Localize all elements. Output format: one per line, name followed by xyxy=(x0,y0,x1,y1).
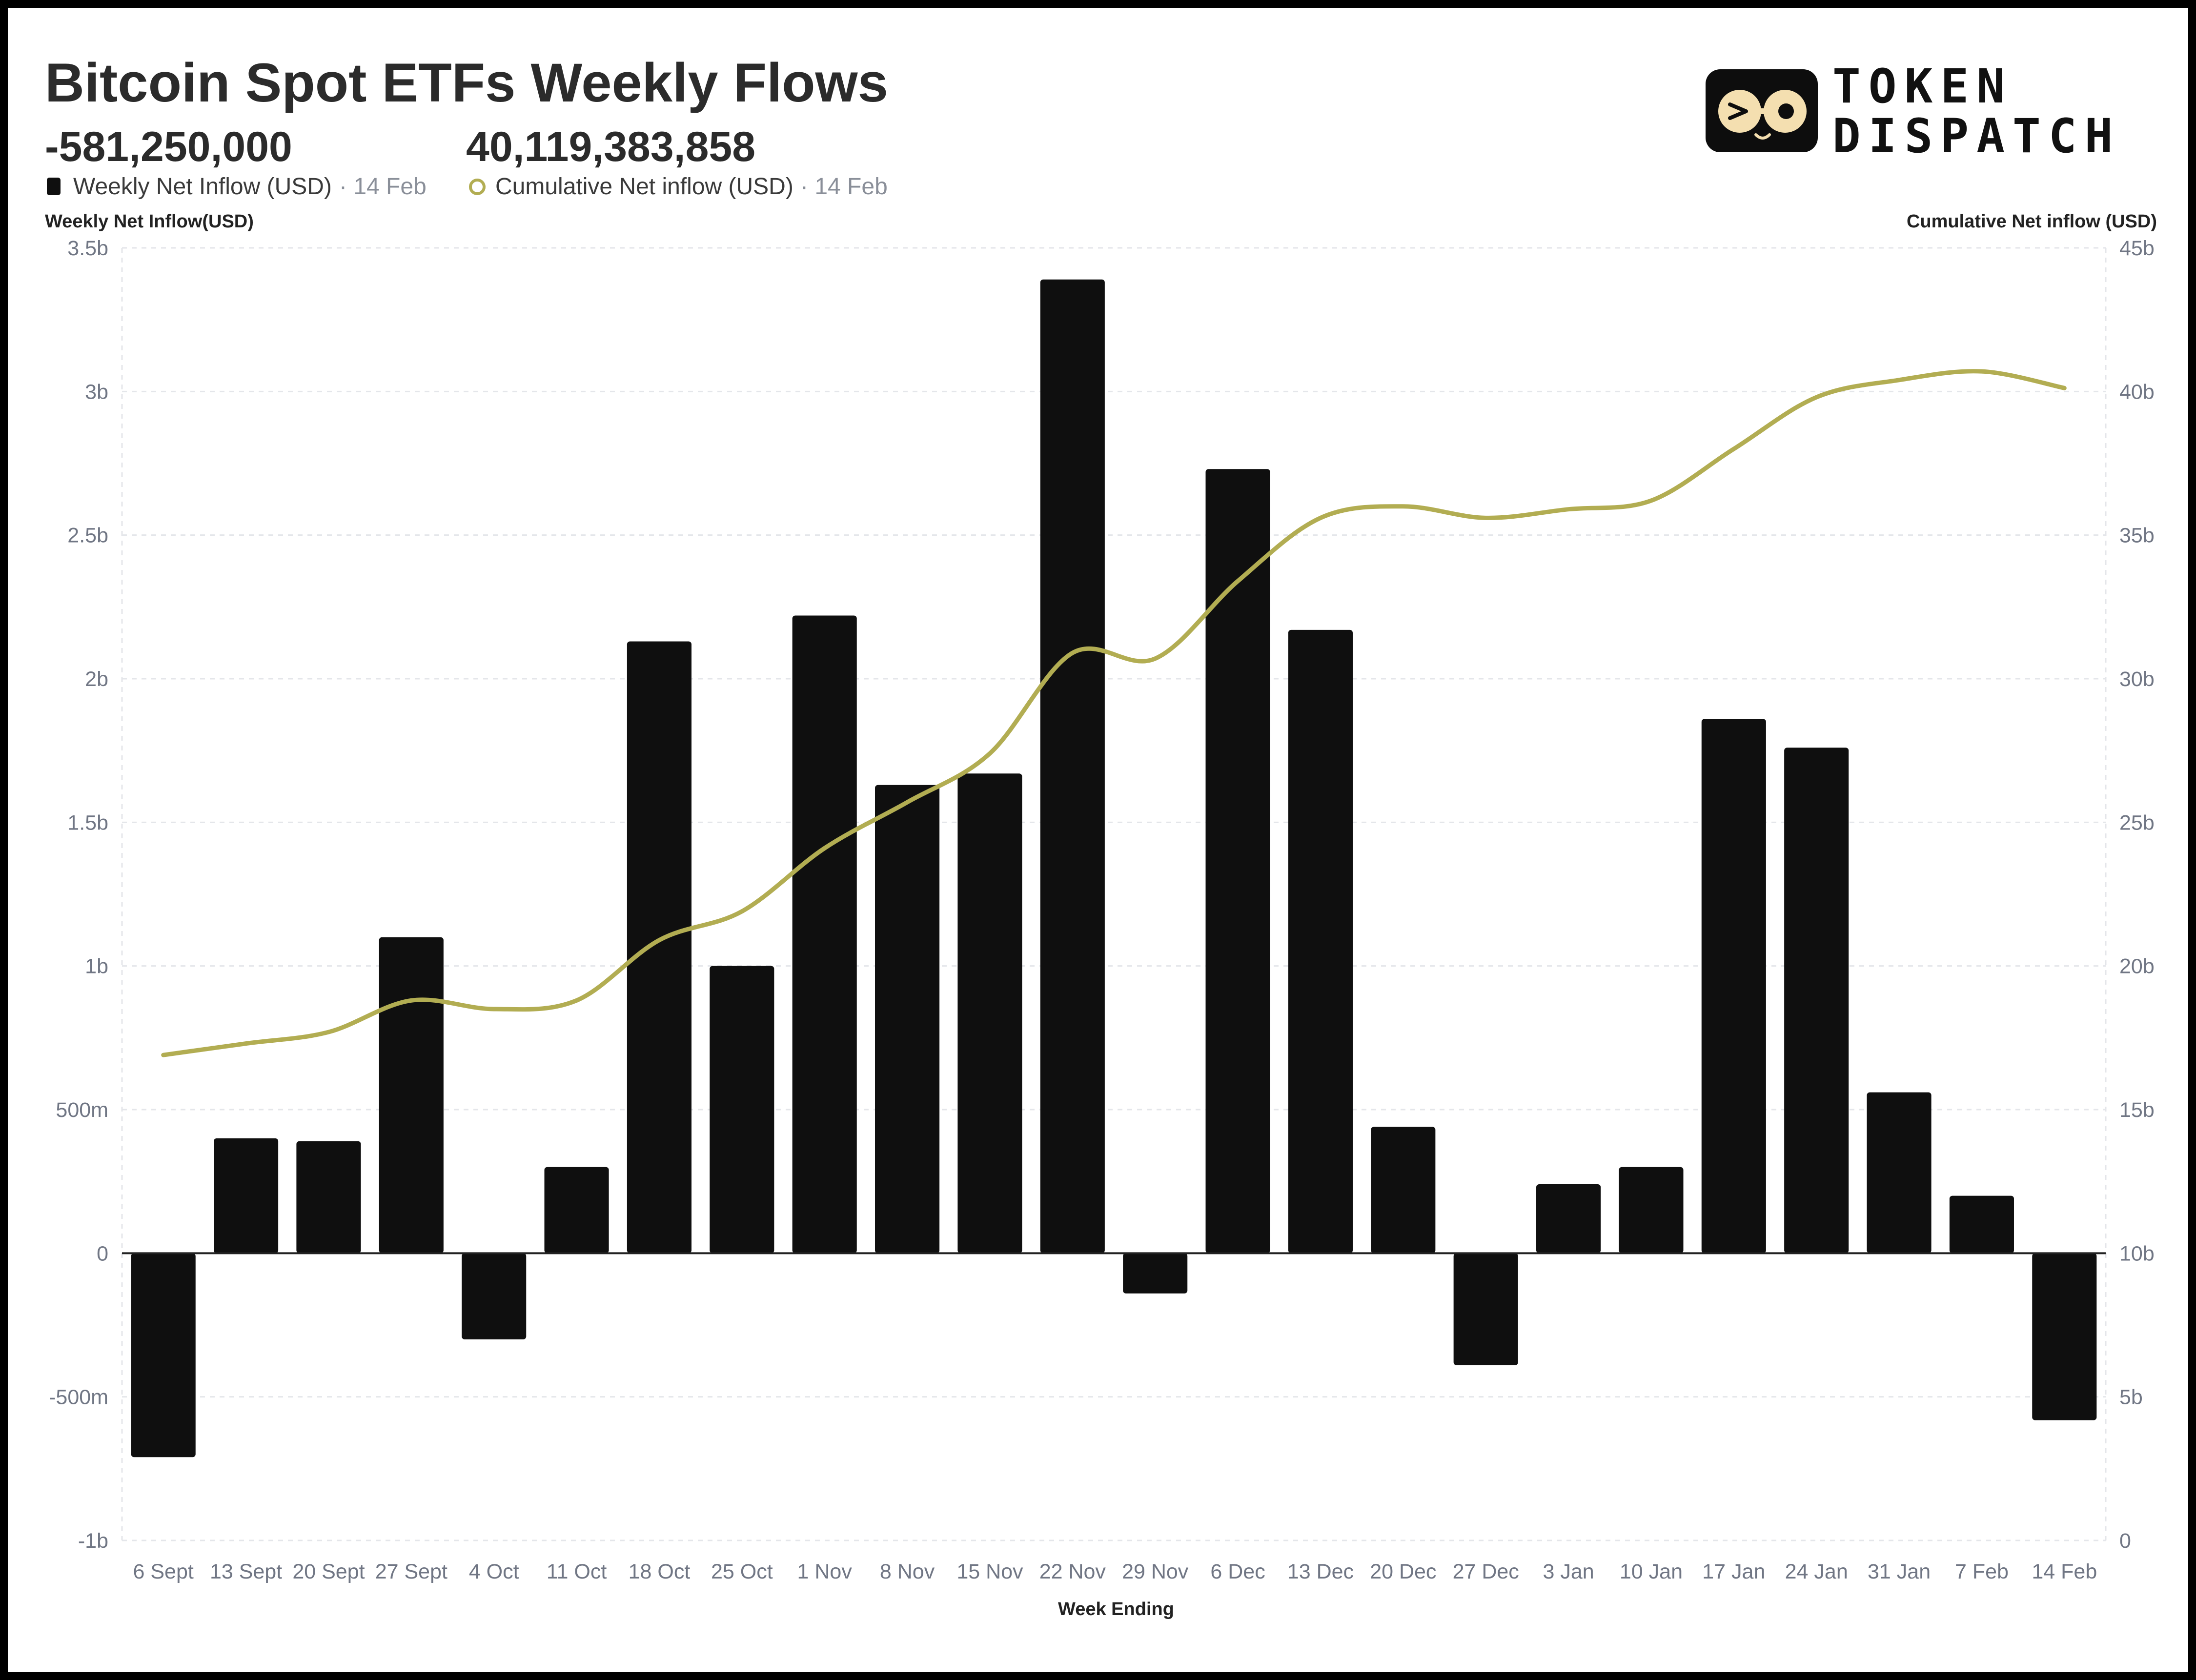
x-tick-label: 10 Jan xyxy=(1620,1560,1683,1583)
y-left-tick-label: 2b xyxy=(85,668,108,691)
y-left-tick-label: 1b xyxy=(85,955,108,978)
legend-cumulative-label: Cumulative Net inflow (USD) xyxy=(495,174,793,200)
x-tick-label: 20 Dec xyxy=(1370,1560,1436,1583)
bar-weekly xyxy=(1784,748,1849,1254)
bar-weekly xyxy=(1701,719,1766,1254)
bar-weekly xyxy=(1949,1195,2014,1254)
bars xyxy=(131,279,2097,1457)
legend-cumulative-swatch xyxy=(469,179,486,195)
bar-weekly xyxy=(627,641,691,1254)
weekly-latest-value: -581,250,000 xyxy=(45,123,292,170)
x-axis-title: Week Ending xyxy=(1058,1599,1174,1619)
y-axis-left-ticks: -1b -500m 0 500m 1b 1.5b 2b 2.5b 3b 3.5b xyxy=(49,237,108,1553)
logo-text-dispatch: DISPATCH xyxy=(1832,109,2120,163)
y-left-tick-label: 1.5b xyxy=(67,811,108,834)
y-right-tick-label: 35b xyxy=(2119,524,2155,547)
series-line-cumulative xyxy=(161,369,2067,1057)
y-axis-right-title: Cumulative Net inflow (USD) xyxy=(1907,211,2157,232)
legend: Weekly Net Inflow (USD) · 14 Feb Cumulat… xyxy=(47,174,888,200)
y-right-tick-label: 45b xyxy=(2119,237,2155,260)
y-right-tick-label: 40b xyxy=(2119,380,2155,404)
x-tick-label: 11 Oct xyxy=(547,1560,607,1583)
x-tick-label: 1 Nov xyxy=(797,1560,853,1583)
legend-weekly-date: · 14 Feb xyxy=(339,174,427,200)
y-left-tick-label: 3b xyxy=(85,380,108,404)
bar-weekly xyxy=(710,966,774,1254)
bar-weekly xyxy=(1867,1092,1932,1254)
x-tick-label: 14 Feb xyxy=(2032,1560,2097,1583)
bar-weekly xyxy=(1371,1127,1436,1254)
x-tick-label: 24 Jan xyxy=(1785,1560,1848,1583)
x-tick-label: 6 Sept xyxy=(133,1560,194,1583)
bar-weekly xyxy=(1205,469,1270,1254)
x-axis-ticks: 6 Sept 13 Sept 20 Sept 27 Sept 4 Oct 11 Oct 18… xyxy=(133,1560,2097,1583)
x-tick-label: 22 Nov xyxy=(1039,1560,1106,1583)
x-tick-label: 3 Jan xyxy=(1543,1560,1594,1583)
legend-weekly-label: Weekly Net Inflow (USD) xyxy=(73,174,332,200)
y-right-tick-label: 5b xyxy=(2119,1386,2143,1409)
x-tick-label: 27 Dec xyxy=(1453,1560,1519,1583)
bar-weekly xyxy=(1619,1167,1684,1254)
bar-weekly xyxy=(792,615,857,1254)
bar-weekly xyxy=(1288,629,1353,1254)
bar-weekly xyxy=(131,1253,196,1457)
chart-title: Bitcoin Spot ETFs Weekly Flows xyxy=(45,52,888,113)
bar-weekly xyxy=(1453,1253,1518,1365)
x-tick-label: 27 Sept xyxy=(375,1560,447,1583)
y-right-tick-label: 25b xyxy=(2119,811,2155,834)
bar-weekly xyxy=(875,785,940,1254)
bar-weekly xyxy=(214,1138,279,1254)
bar-weekly xyxy=(462,1253,527,1339)
y-right-tick-label: 0 xyxy=(2119,1529,2131,1553)
x-tick-label: 17 Jan xyxy=(1702,1560,1765,1583)
y-right-tick-label: 20b xyxy=(2119,955,2155,978)
logo-text-token: TOKEN xyxy=(1832,59,2013,114)
legend-cumulative-date: · 14 Feb xyxy=(800,174,888,200)
x-tick-label: 6 Dec xyxy=(1210,1560,1265,1583)
bar-weekly xyxy=(296,1141,361,1254)
y-right-tick-label: 15b xyxy=(2119,1098,2155,1122)
y-axis-left-title: Weekly Net Inflow(USD) xyxy=(45,211,254,232)
glasses-face-icon xyxy=(1706,69,1818,152)
x-tick-label: 7 Feb xyxy=(1955,1560,2009,1583)
bar-weekly xyxy=(1123,1253,1188,1294)
x-tick-label: 29 Nov xyxy=(1122,1560,1189,1583)
logo: TOKEN DISPATCH xyxy=(1706,59,2120,163)
x-tick-label: 13 Sept xyxy=(210,1560,282,1583)
y-right-tick-label: 30b xyxy=(2119,668,2155,691)
y-right-tick-label: 10b xyxy=(2119,1242,2155,1265)
y-left-tick-label: 0 xyxy=(97,1242,108,1265)
x-tick-label: 4 Oct xyxy=(469,1560,519,1583)
bar-weekly xyxy=(2032,1253,2097,1420)
bar-weekly xyxy=(379,937,444,1254)
x-tick-label: 20 Sept xyxy=(292,1560,365,1583)
legend-weekly-swatch xyxy=(47,178,61,195)
x-tick-label: 18 Oct xyxy=(629,1560,691,1583)
y-left-tick-label: 500m xyxy=(56,1098,108,1122)
y-left-tick-label: -1b xyxy=(78,1529,108,1553)
bar-weekly xyxy=(1536,1184,1601,1254)
x-tick-label: 15 Nov xyxy=(956,1560,1023,1583)
y-left-tick-label: 2.5b xyxy=(67,524,108,547)
cumulative-latest-value: 40,119,383,858 xyxy=(466,123,755,170)
y-axis-right-ticks: 0 5b 10b 15b 20b 25b 30b 35b 40b 45b xyxy=(2119,237,2155,1553)
x-tick-label: 31 Jan xyxy=(1868,1560,1931,1583)
y-left-tick-label: 3.5b xyxy=(67,237,108,260)
bar-weekly xyxy=(957,773,1022,1254)
x-tick-label: 8 Nov xyxy=(880,1560,935,1583)
x-tick-label: 25 Oct xyxy=(711,1560,773,1583)
bar-weekly xyxy=(1040,279,1105,1254)
bar-weekly xyxy=(544,1167,609,1254)
x-tick-label: 13 Dec xyxy=(1287,1560,1354,1583)
y-left-tick-label: -500m xyxy=(49,1386,108,1409)
